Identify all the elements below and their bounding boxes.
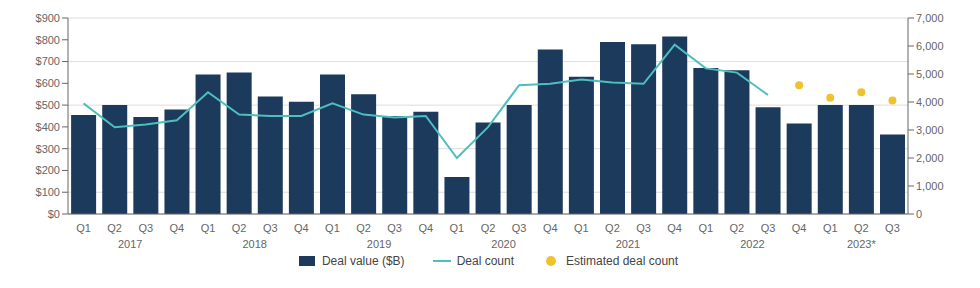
svg-text:Q3: Q3 xyxy=(512,222,527,234)
svg-text:Q3: Q3 xyxy=(263,222,278,234)
svg-text:Q3: Q3 xyxy=(761,222,776,234)
svg-text:Q2: Q2 xyxy=(232,222,247,234)
svg-text:Q2: Q2 xyxy=(605,222,620,234)
svg-text:Q1: Q1 xyxy=(450,222,465,234)
html-text:Estimated deal count: Estimated deal count xyxy=(566,254,679,268)
svg-text:3,000: 3,000 xyxy=(916,124,944,136)
svg-text:Q1: Q1 xyxy=(698,222,713,234)
svg-text:2017: 2017 xyxy=(118,238,142,250)
svg-text:1,000: 1,000 xyxy=(916,180,944,192)
svg-text:2022: 2022 xyxy=(740,238,764,250)
svg-text:Q2: Q2 xyxy=(356,222,371,234)
svg-text:6,000: 6,000 xyxy=(916,40,944,52)
svg-text:Q1: Q1 xyxy=(325,222,340,234)
svg-text:Q4: Q4 xyxy=(170,222,185,234)
svg-text:Q3: Q3 xyxy=(138,222,153,234)
svg-text:Q4: Q4 xyxy=(667,222,682,234)
html-text:Deal value ($B): Deal value ($B) xyxy=(321,254,405,268)
svg-text:Q3: Q3 xyxy=(636,222,651,234)
svg-text:5,000: 5,000 xyxy=(916,68,944,80)
svg-text:$200: $200 xyxy=(36,164,60,176)
svg-text:Q2: Q2 xyxy=(730,222,745,234)
svg-text:2018: 2018 xyxy=(242,238,266,250)
svg-text:2,000: 2,000 xyxy=(916,152,944,164)
svg-text:$600: $600 xyxy=(36,77,60,89)
svg-text:0: 0 xyxy=(916,208,922,220)
svg-text:Q1: Q1 xyxy=(201,222,216,234)
svg-text:$400: $400 xyxy=(36,121,60,133)
svg-text:Q4: Q4 xyxy=(792,222,807,234)
svg-text:Q2: Q2 xyxy=(854,222,869,234)
svg-text:4,000: 4,000 xyxy=(916,96,944,108)
svg-text:Q1: Q1 xyxy=(823,222,838,234)
svg-text:7,000: 7,000 xyxy=(916,12,944,24)
svg-text:Q2: Q2 xyxy=(481,222,496,234)
svg-text:Q3: Q3 xyxy=(885,222,900,234)
svg-text:$800: $800 xyxy=(36,34,60,46)
svg-text:2019: 2019 xyxy=(367,238,391,250)
svg-text:2021: 2021 xyxy=(616,238,640,250)
svg-text:$300: $300 xyxy=(36,143,60,155)
svg-text:Q4: Q4 xyxy=(543,222,558,234)
svg-text:Q1: Q1 xyxy=(76,222,91,234)
svg-text:$900: $900 xyxy=(36,12,60,24)
svg-text:2020: 2020 xyxy=(491,238,515,250)
svg-text:2023*: 2023* xyxy=(847,238,876,250)
svg-text:Q4: Q4 xyxy=(418,222,433,234)
svg-text:$0: $0 xyxy=(48,208,60,220)
svg-text:$700: $700 xyxy=(36,55,60,67)
svg-text:$100: $100 xyxy=(36,186,60,198)
svg-text:Q4: Q4 xyxy=(294,222,309,234)
svg-text:Q3: Q3 xyxy=(387,222,402,234)
html-text:Deal count: Deal count xyxy=(456,254,514,268)
svg-text:Q1: Q1 xyxy=(574,222,589,234)
svg-text:Q2: Q2 xyxy=(107,222,122,234)
svg-text:$500: $500 xyxy=(36,99,60,111)
